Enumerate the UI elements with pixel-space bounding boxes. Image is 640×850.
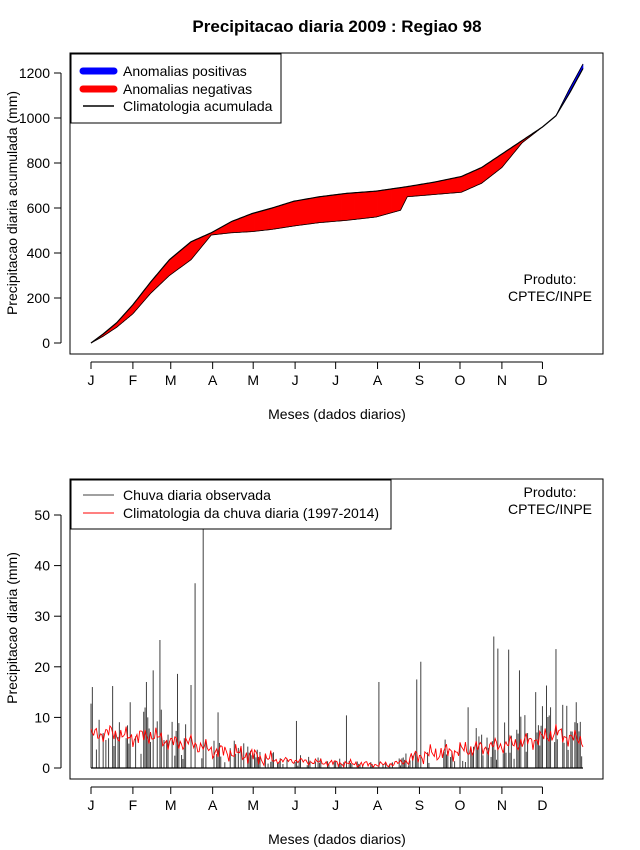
legend-label-climatology: Climatologia acumulada — [123, 98, 273, 114]
x-tick-label: O — [455, 797, 466, 813]
x-tick-label: M — [247, 797, 259, 813]
x-tick-label: A — [373, 797, 383, 813]
y-tick-label: 10 — [34, 709, 50, 725]
x-tick-label: O — [455, 372, 466, 388]
bottom-legend-box — [70, 479, 392, 530]
observed-cumulative-line — [90, 63, 584, 344]
x-tick-label: F — [129, 797, 138, 813]
y-tick-label: 0 — [42, 760, 50, 776]
x-tick-label: A — [373, 372, 383, 388]
y-tick-label: 0 — [42, 335, 50, 351]
x-tick-label: J — [292, 372, 299, 388]
cumulative-chart: 0 200 400 600 800 1000 1200 J F M A M J J A S O N D Meses… — [4, 52, 604, 422]
x-tick-label: A — [208, 372, 218, 388]
legend-label-positive: Anomalias positivas — [123, 63, 247, 79]
top-y-label: Precipitacao diaria acumulada (mm) — [4, 91, 20, 315]
daily-chart: 0 10 20 30 40 50 J F M A M J J A S O N D Meses (dados di… — [4, 478, 604, 847]
bottom-y-axis: 0 10 20 30 40 50 — [34, 507, 62, 776]
y-tick-label: 40 — [34, 558, 50, 574]
x-tick-label: J — [292, 797, 299, 813]
observed-bars-group — [90, 489, 583, 769]
y-tick-label: 600 — [27, 200, 51, 216]
bottom-x-label: Meses (dados diarios) — [268, 831, 406, 847]
legend-label-clim-daily: Climatologia da chuva diaria (1997-2014) — [123, 505, 379, 521]
bottom-product-source: CPTEC/INPE — [508, 501, 592, 517]
x-tick-label: M — [247, 372, 259, 388]
legend-label-observed: Chuva diaria observada — [123, 487, 271, 503]
y-tick-label: 800 — [27, 155, 51, 171]
top-plot-frame — [69, 52, 604, 355]
climatology-cumulative-line — [90, 68, 584, 344]
top-product-label: Produto: — [524, 271, 577, 287]
x-tick-label: N — [497, 372, 507, 388]
x-tick-label: J — [332, 797, 339, 813]
y-tick-label: 1000 — [19, 110, 50, 126]
x-tick-label: J — [88, 372, 95, 388]
x-tick-label: J — [88, 797, 95, 813]
x-tick-label: S — [415, 372, 424, 388]
y-tick-label: 200 — [27, 290, 51, 306]
x-tick-label: D — [537, 372, 547, 388]
x-tick-label: D — [537, 797, 547, 813]
y-tick-label: 20 — [34, 659, 50, 675]
bottom-product-label: Produto: — [524, 484, 577, 500]
x-tick-label: N — [497, 797, 507, 813]
climatology-daily-line — [90, 724, 584, 768]
x-tick-label: M — [165, 372, 177, 388]
y-tick-label: 30 — [34, 608, 50, 624]
x-tick-label: M — [165, 797, 177, 813]
x-tick-label: S — [415, 797, 424, 813]
bottom-y-label: Precipitacao diaria (mm) — [4, 552, 20, 704]
x-tick-label: F — [129, 372, 138, 388]
x-tick-label: J — [332, 372, 339, 388]
top-y-axis: 0 200 400 600 800 1000 1200 — [19, 65, 62, 351]
top-legend: Anomalias positivas Anomalias negativas … — [70, 53, 282, 124]
legend-label-negative: Anomalias negativas — [123, 81, 252, 97]
y-tick-label: 400 — [27, 245, 51, 261]
bottom-legend: Chuva diaria observada Climatologia da c… — [70, 479, 392, 530]
chart-title: Precipitacao diaria 2009 : Regiao 98 — [192, 17, 481, 36]
top-product-source: CPTEC/INPE — [508, 288, 592, 304]
y-tick-label: 50 — [34, 507, 50, 523]
y-tick-label: 1200 — [19, 65, 50, 81]
x-tick-label: A — [208, 797, 218, 813]
top-x-label: Meses (dados diarios) — [268, 406, 406, 422]
bottom-plot-frame — [69, 478, 604, 780]
